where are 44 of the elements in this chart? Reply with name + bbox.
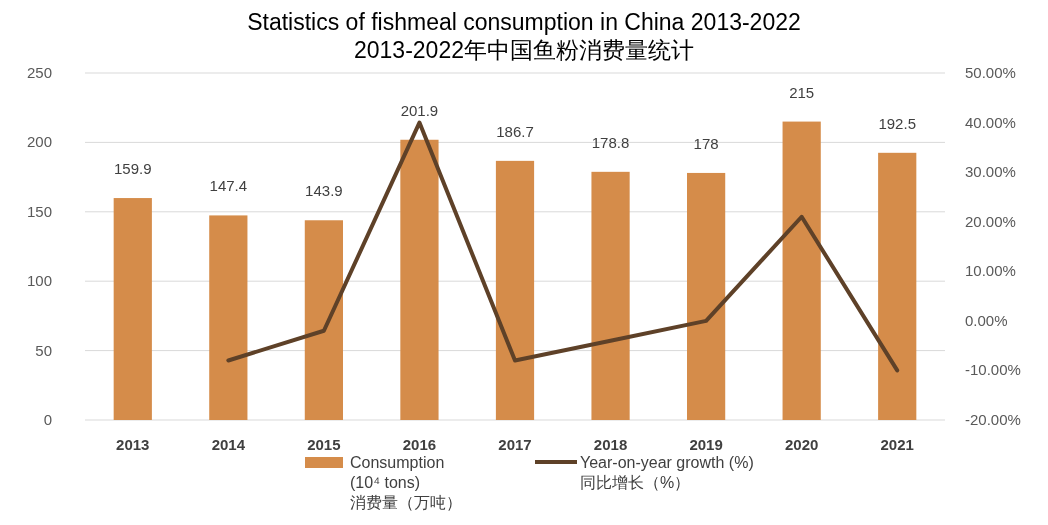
y-tick-label: 200 (26, 133, 52, 151)
y2-tick-label: 0.00% (965, 311, 1008, 329)
bar (495, 160, 535, 420)
data-label: 215 (789, 83, 815, 101)
bar (687, 172, 726, 420)
x-tick-label: 2015 (307, 436, 341, 453)
y2-tick-label: -20.00% (965, 411, 1021, 428)
bar (400, 139, 439, 420)
bar (113, 198, 152, 420)
y2-tick-label: 40.00% (965, 113, 1016, 131)
bar (591, 171, 630, 420)
y2-tick-label: 10.00% (965, 262, 1016, 280)
y2-tick-label: 30.00% (965, 163, 1016, 181)
data-label: 143.9 (305, 182, 343, 200)
data-label: 201.9 (400, 101, 439, 119)
bar (782, 121, 821, 420)
y-tick-label: 150 (26, 202, 52, 220)
x-tick-label: 2013 (116, 436, 150, 453)
data-label: 178 (693, 134, 719, 152)
bar (304, 220, 343, 420)
x-tick-label: 2016 (402, 436, 437, 453)
legend-label: Consumption (10⁴ tons) 消费量（万吨） (350, 454, 462, 511)
y-tick-label: 100 (26, 272, 52, 290)
chart-title: Statistics of fishmeal consumption in China 2013-2022 2013-2022年中国鱼粉消费量统计 (247, 9, 801, 63)
x-tick-label: 2014 (211, 436, 246, 453)
x-tick-label: 2021 (880, 436, 914, 453)
bar (878, 152, 917, 420)
data-label: 147.4 (209, 177, 248, 195)
y-tick-label: 250 (26, 64, 52, 81)
x-tick-label: 2017 (498, 436, 532, 453)
data-label: 159.9 (114, 160, 152, 178)
y-tick-label: 0 (43, 411, 52, 428)
y2-tick-label: 20.00% (965, 212, 1016, 230)
x-tick-label: 2018 (593, 436, 628, 453)
y-tick-label: 50 (35, 341, 52, 359)
data-label: 178.8 (591, 133, 630, 151)
data-label: 192.5 (878, 114, 916, 132)
bar (209, 215, 248, 420)
x-tick-label: 2020 (784, 436, 819, 453)
y2-tick-label: -10.00% (965, 361, 1021, 379)
legend-label: Year-on-year growth (%) 同比增长（%） (580, 454, 754, 491)
data-label: 186.7 (496, 122, 534, 140)
y2-tick-label: 50.00% (965, 64, 1016, 81)
x-tick-label: 2019 (689, 436, 723, 453)
